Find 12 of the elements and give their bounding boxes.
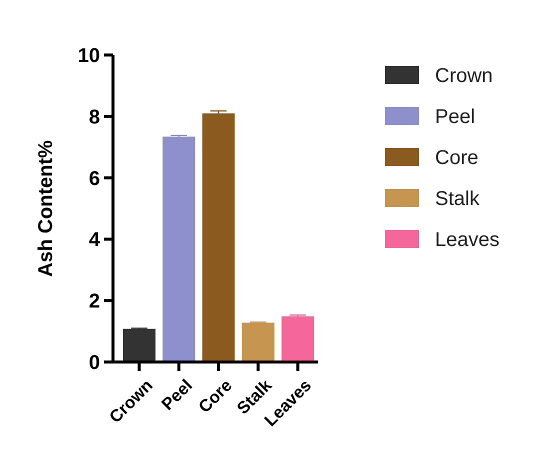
y-tick-label: 4 bbox=[88, 229, 101, 252]
y-tick-label: 0 bbox=[88, 352, 100, 374]
y-tick-label: 10 bbox=[78, 45, 100, 67]
legend-label: Leaves bbox=[435, 229, 500, 251]
legend-label: Stalk bbox=[435, 188, 480, 210]
y-tick-label: 2 bbox=[88, 290, 100, 313]
legend-label: Crown bbox=[435, 65, 493, 87]
legend-label: Core bbox=[435, 147, 478, 169]
legend-label: Peel bbox=[435, 106, 476, 128]
y-tick-label: 6 bbox=[88, 168, 100, 190]
y-axis-title: Ash Content% bbox=[35, 140, 57, 277]
y-tick-label: 8 bbox=[88, 106, 100, 128]
